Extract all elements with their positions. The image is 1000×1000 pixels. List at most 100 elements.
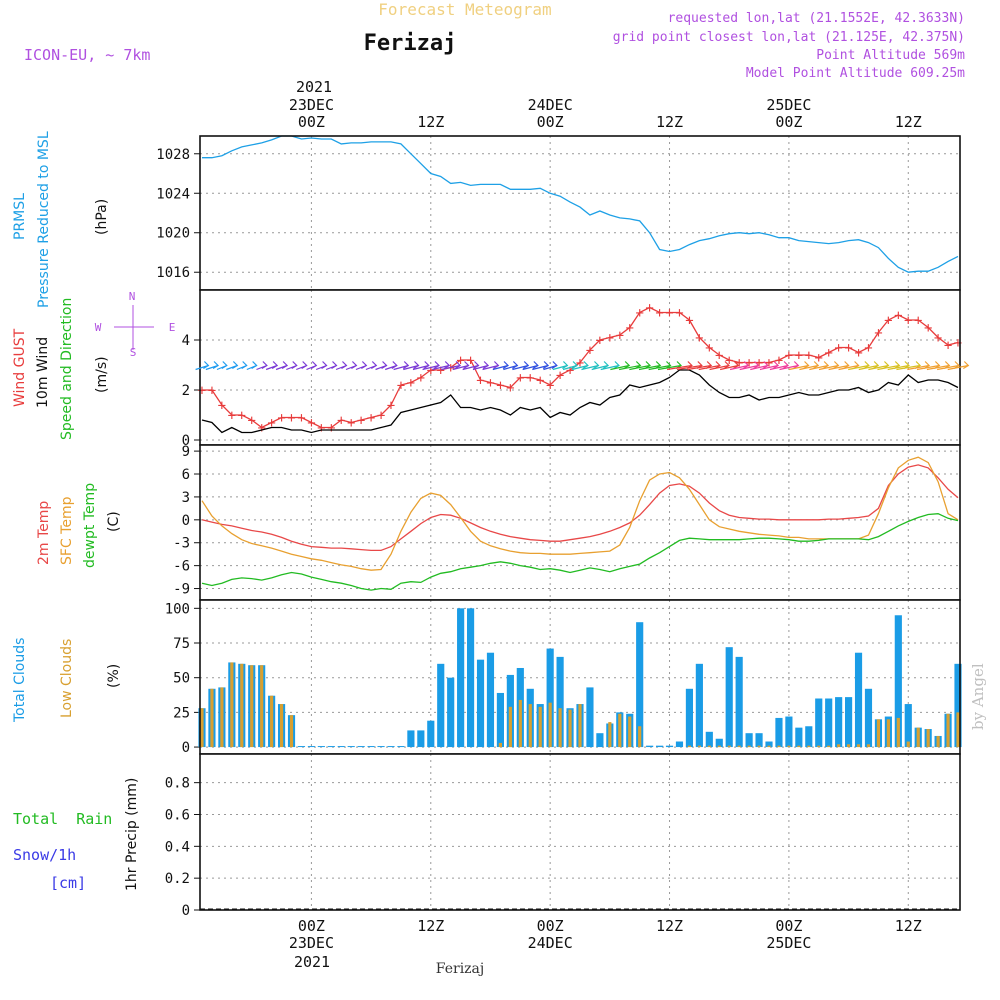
gust-point-marker: + <box>695 331 703 347</box>
wind-arrow-head <box>413 361 420 370</box>
gust-point-marker: + <box>705 341 713 357</box>
bottom-time-label: 12Z <box>417 917 444 935</box>
gust-point-marker: + <box>934 331 942 347</box>
gust-point-marker: + <box>665 306 673 322</box>
wind-unit: (m/s) <box>94 356 110 393</box>
wind-arrow <box>619 364 641 371</box>
wind-arrow <box>709 364 730 371</box>
wind-arrow-head <box>602 361 610 370</box>
panel-background <box>200 136 960 290</box>
gust-point-marker: + <box>854 346 862 362</box>
gust-point-marker: + <box>715 348 723 364</box>
low-cloud-bar <box>767 745 771 748</box>
gust-point-marker: + <box>427 363 435 379</box>
y-tick-label: 9 <box>182 444 190 460</box>
prmsl-unit: (hPa) <box>94 199 110 235</box>
gust-point-marker: + <box>407 376 415 392</box>
gust-point-marker: + <box>317 421 325 437</box>
wind-arrow <box>698 364 721 371</box>
wind-arrow <box>779 364 799 371</box>
low-cloud-bar <box>220 687 224 748</box>
gust-point-marker: + <box>616 328 624 344</box>
wind-arrow <box>403 364 419 371</box>
top-time-label: 00Z <box>298 113 325 131</box>
low-cloud-bar <box>270 695 274 748</box>
gust-point-marker: + <box>437 363 445 379</box>
wind-arrow-head <box>502 361 509 370</box>
wind-arrow <box>739 364 759 371</box>
low-cloud-bar <box>578 704 582 748</box>
point-altitude: Point Altitude 569m <box>816 48 965 63</box>
wind-arrow-head <box>551 361 558 370</box>
wind-arrow <box>393 364 409 371</box>
wind-arrow <box>422 364 440 371</box>
wind-arrow-head <box>582 361 589 370</box>
super-title: Forecast Meteogram <box>378 0 551 19</box>
gust-point-marker: + <box>516 371 524 387</box>
gust-point-marker: + <box>566 363 574 379</box>
wind-arrow <box>482 364 499 371</box>
wind-arrow-head <box>833 361 840 370</box>
gust-point-marker: + <box>884 313 892 329</box>
gust-point-marker: + <box>248 413 256 429</box>
y-tick-label: 0.2 <box>165 871 190 887</box>
snow-unit: [cm] <box>50 874 86 892</box>
low-cloud-bar <box>847 744 851 748</box>
low-cloud-bar <box>240 663 244 748</box>
low-cloud-bar <box>697 745 701 748</box>
model-altitude: Model Point Altitude 609.25m <box>746 66 965 81</box>
low-cloud-bar <box>568 709 572 748</box>
wind-arrow-head <box>251 361 258 370</box>
wind-arrow-head <box>872 361 880 370</box>
wind-arrow-head <box>812 361 820 370</box>
wind-arrow-head <box>291 361 298 370</box>
wind-arrow <box>648 364 671 371</box>
gust-point-marker: + <box>556 368 564 384</box>
wind-arrow-head <box>733 361 740 370</box>
total-cloud-bar <box>805 726 813 748</box>
total-cloud-bar <box>437 663 445 748</box>
wind-arrow <box>809 364 829 371</box>
y-tick-label: 100 <box>165 601 190 617</box>
total-cloud-bar <box>954 663 962 748</box>
wind-arrow <box>600 364 620 371</box>
bottom-time-label: 00Z <box>775 917 802 935</box>
low-cloud-bar <box>916 727 920 748</box>
low-clouds-label: Low Clouds <box>59 639 75 718</box>
wind-arrow <box>657 364 682 371</box>
total-cloud-bar <box>407 730 415 748</box>
gust-point-marker: + <box>795 348 803 364</box>
total-cloud-bar <box>297 746 306 748</box>
total-cloud-bar <box>466 608 475 748</box>
wind-arrow-head <box>433 361 440 370</box>
wind-arrow-head <box>843 361 850 370</box>
y-tick-label: 25 <box>173 705 190 721</box>
gust-point-marker: + <box>864 341 872 357</box>
wind-arrow <box>512 364 529 371</box>
total-cloud-bar <box>695 663 703 748</box>
total-cloud-bar <box>486 652 495 748</box>
wind-arrow-head <box>482 361 490 370</box>
gust-point-marker: + <box>834 341 842 357</box>
wind-arrow-head <box>822 361 830 370</box>
y-tick-label: -6 <box>173 559 190 575</box>
total-cloud-bar <box>367 746 375 748</box>
low-cloud-bar <box>837 744 841 748</box>
wind-arrow <box>472 364 489 371</box>
gust-point-marker: + <box>397 378 405 394</box>
wind-arrow <box>838 364 859 371</box>
total-cloud-bar <box>894 615 902 748</box>
compass-s: S <box>130 346 137 359</box>
low-cloud-bar <box>886 719 890 748</box>
low-cloud-bar <box>876 719 881 748</box>
low-cloud-bar <box>717 745 721 748</box>
gust-point-marker: + <box>337 413 345 429</box>
top-time-label: 12Z <box>656 113 683 131</box>
total-cloud-bar <box>725 647 733 748</box>
wind-arrow-head <box>454 361 462 370</box>
low-cloud-bar <box>807 745 811 748</box>
total-cloud-bar <box>447 677 455 748</box>
top-time-label: 12Z <box>895 113 922 131</box>
wind-desc-label: Speed and Direction <box>59 298 75 440</box>
